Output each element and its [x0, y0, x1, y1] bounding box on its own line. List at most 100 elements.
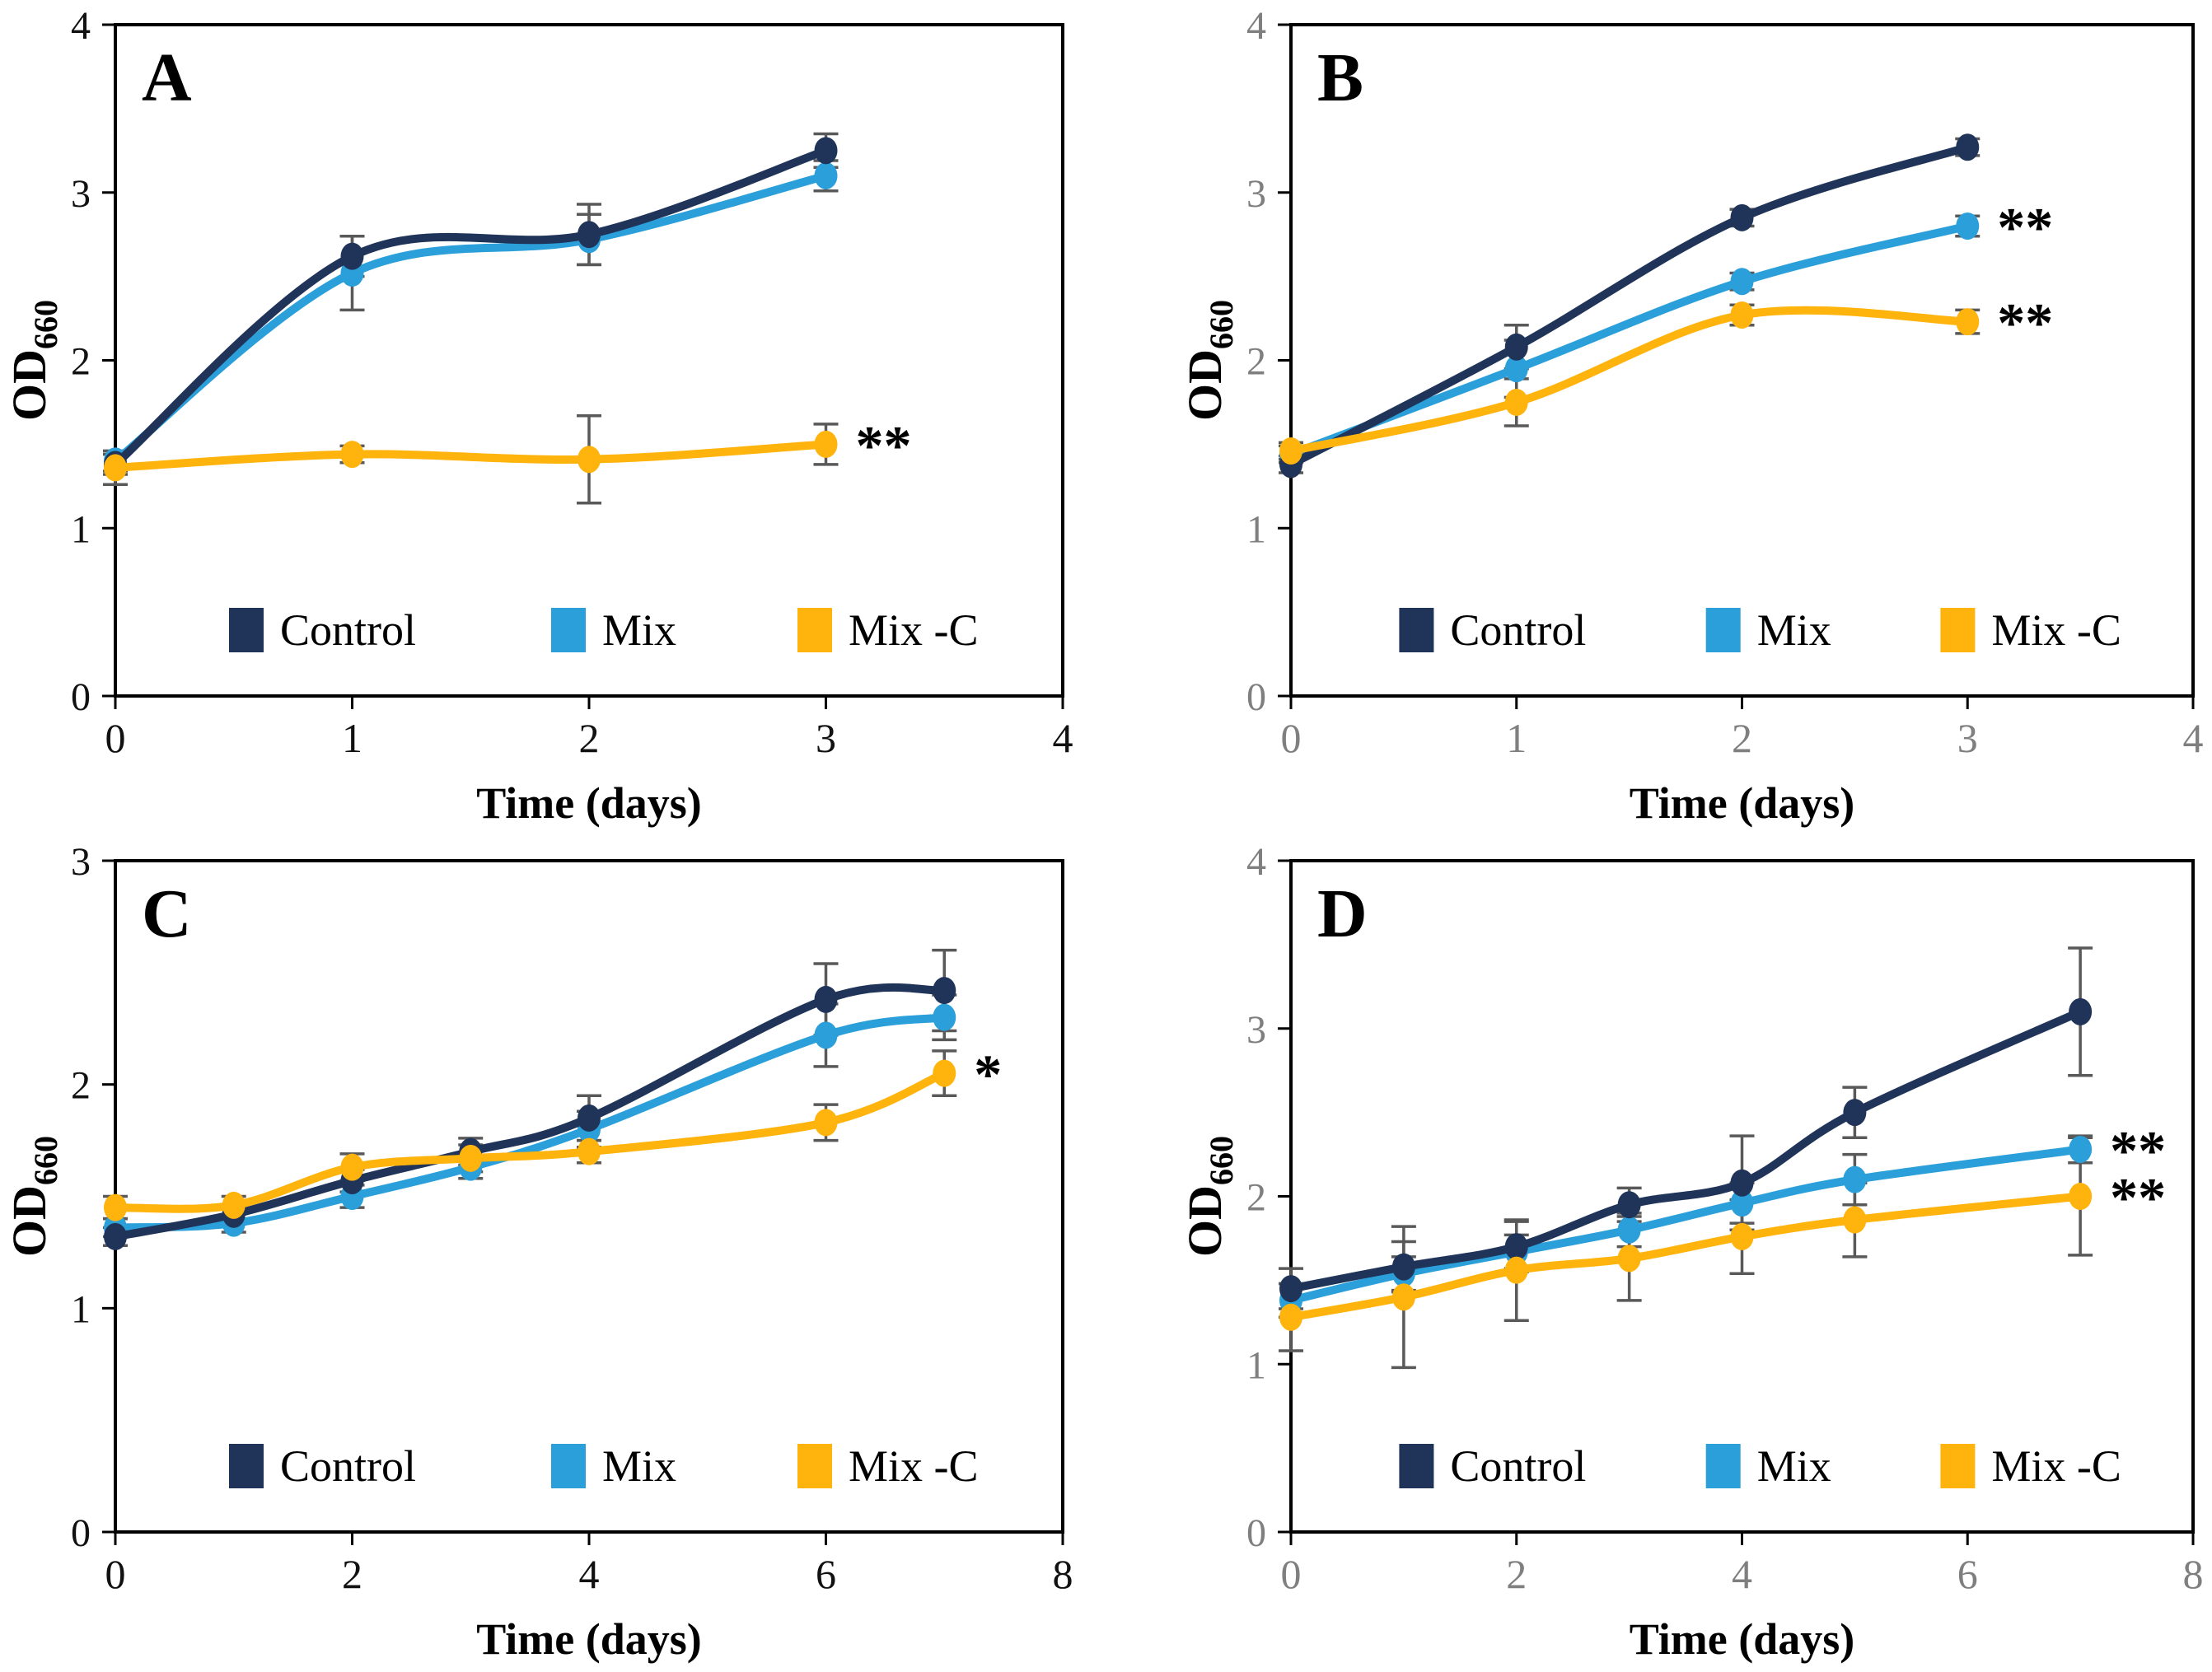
- legend-label-mixc: Mix -C: [1991, 1441, 2121, 1491]
- mixc-marker: [1730, 1222, 1754, 1250]
- mix-line: [111, 171, 830, 465]
- plot-frame: [114, 23, 1064, 698]
- y-tick-label: 1: [1246, 507, 1266, 551]
- control-marker: [933, 977, 956, 1005]
- y-tick-label: 2: [71, 340, 91, 384]
- control-marker: [1504, 1233, 1528, 1261]
- control-marker: [1504, 333, 1528, 361]
- legend-label-mix: Mix: [602, 1441, 676, 1491]
- mixc-marker: [459, 1144, 483, 1172]
- mixc-marker: [2069, 1183, 2093, 1210]
- legend-label-mix: Mix: [1757, 605, 1831, 655]
- x-tick-label: 4: [1732, 1551, 1752, 1597]
- legend-swatch-control: [1399, 608, 1434, 652]
- panel-d-chart: 0 1 2 3 4 0 2 4 6 8 Time (days) OD660 D **** Control Mi…: [1178, 840, 2204, 1664]
- control-marker: [578, 1104, 601, 1132]
- mixc-marker: [222, 1191, 246, 1219]
- control-marker: [340, 242, 364, 270]
- mix-marker: [814, 1021, 838, 1049]
- y-tick-label: 1: [71, 507, 91, 551]
- mixc-marker: [1504, 388, 1528, 416]
- y-tick-label: 4: [1246, 4, 1266, 48]
- legend-swatch-mix: [1705, 608, 1741, 652]
- legend-label-control: Control: [280, 605, 416, 655]
- significance-marker: **: [2110, 1166, 2166, 1229]
- x-axis-title: Time (days): [476, 1614, 702, 1664]
- y-tick-label: 4: [1246, 840, 1266, 884]
- y-axis-title: OD660: [2, 300, 64, 421]
- panel-b-chart: 0 1 2 3 4 0 1 2 3 4 Time (days) OD660 B ** ** Control Mi…: [1178, 4, 2204, 828]
- y-axis-title: OD660: [1178, 1136, 1240, 1257]
- mix-marker: [2069, 1135, 2093, 1163]
- y-axis-title: OD660: [1178, 300, 1240, 421]
- x-tick-label: 4: [2183, 715, 2204, 761]
- plot-frame: [1289, 23, 2195, 698]
- mix-marker: [814, 161, 838, 189]
- y-tick-label: 3: [71, 840, 91, 884]
- mixc-line: [1287, 306, 1972, 455]
- mixc-marker: [104, 1193, 127, 1221]
- y-tick-label: 3: [1246, 1008, 1266, 1052]
- control-marker: [1956, 133, 1980, 161]
- y-tick-label: 0: [1246, 1511, 1266, 1555]
- x-tick-label: 0: [105, 715, 126, 761]
- x-axis-title: Time (days): [1630, 778, 1855, 828]
- legend-label-control: Control: [280, 1441, 416, 1491]
- significance-marker: **: [1997, 292, 2053, 354]
- y-tick-label: 0: [1246, 675, 1266, 719]
- x-tick-label: 6: [816, 1551, 836, 1597]
- legend-label-mixc: Mix -C: [849, 605, 979, 655]
- significance-marker: **: [856, 413, 912, 476]
- legend-swatch-mixc: [797, 608, 832, 652]
- mixc-marker: [578, 1137, 601, 1165]
- legend-label-mix: Mix: [602, 605, 676, 655]
- panel-a-chart: 0 1 2 3 4 0 1 2 3 4 Time (days) OD660 A ** Control Mix M…: [2, 4, 1073, 828]
- control-marker: [104, 1222, 127, 1250]
- x-tick-label: 4: [1053, 715, 1073, 761]
- mixc-marker: [814, 430, 838, 458]
- x-tick-label: 2: [1506, 1551, 1527, 1597]
- x-tick-label: 1: [1506, 715, 1527, 761]
- mixc-marker: [1504, 1256, 1528, 1284]
- x-tick-label: 3: [1957, 715, 1978, 761]
- x-tick-label: 8: [2183, 1551, 2204, 1597]
- mix-marker: [1730, 1189, 1754, 1217]
- x-axis-title: Time (days): [1630, 1614, 1855, 1664]
- legend-label-control: Control: [1450, 605, 1586, 655]
- y-tick-label: 1: [71, 1287, 91, 1331]
- y-tick-label: 3: [71, 172, 91, 216]
- significance-marker: **: [2110, 1119, 2166, 1181]
- legend-label-mix: Mix: [1757, 1441, 1831, 1491]
- mixc-marker: [104, 454, 127, 482]
- x-tick-label: 8: [1053, 1551, 1073, 1597]
- mixc-marker: [1617, 1245, 1641, 1273]
- control-marker: [814, 137, 838, 165]
- legend-swatch-control: [229, 608, 264, 652]
- x-tick-label: 0: [105, 1551, 126, 1597]
- mix-marker: [1617, 1216, 1641, 1244]
- mixc-marker: [1843, 1206, 1867, 1234]
- mix-marker: [1504, 355, 1528, 383]
- x-tick-label: 1: [342, 715, 362, 761]
- control-marker: [1617, 1191, 1641, 1219]
- legend-swatch-mixc: [1940, 608, 1976, 652]
- mix-marker: [1730, 268, 1754, 296]
- control-marker: [814, 985, 838, 1013]
- x-tick-label: 4: [579, 1551, 600, 1597]
- y-tick-label: 3: [1246, 172, 1266, 216]
- panel-letter: A: [142, 40, 192, 116]
- mixc-marker: [340, 1153, 364, 1181]
- legend-swatch-mixc: [1940, 1444, 1976, 1488]
- x-tick-label: 6: [1957, 1551, 1978, 1597]
- mixc-marker: [814, 1109, 838, 1137]
- x-tick-label: 2: [579, 715, 600, 761]
- mixc-marker: [340, 441, 364, 469]
- y-axis-title: OD660: [2, 1136, 64, 1257]
- significance-marker: *: [974, 1043, 1002, 1105]
- legend-swatch-control: [229, 1444, 264, 1488]
- control-marker: [578, 221, 601, 249]
- mixc-marker: [578, 446, 601, 474]
- control-marker: [2069, 997, 2093, 1025]
- legend-swatch-control: [1399, 1444, 1434, 1488]
